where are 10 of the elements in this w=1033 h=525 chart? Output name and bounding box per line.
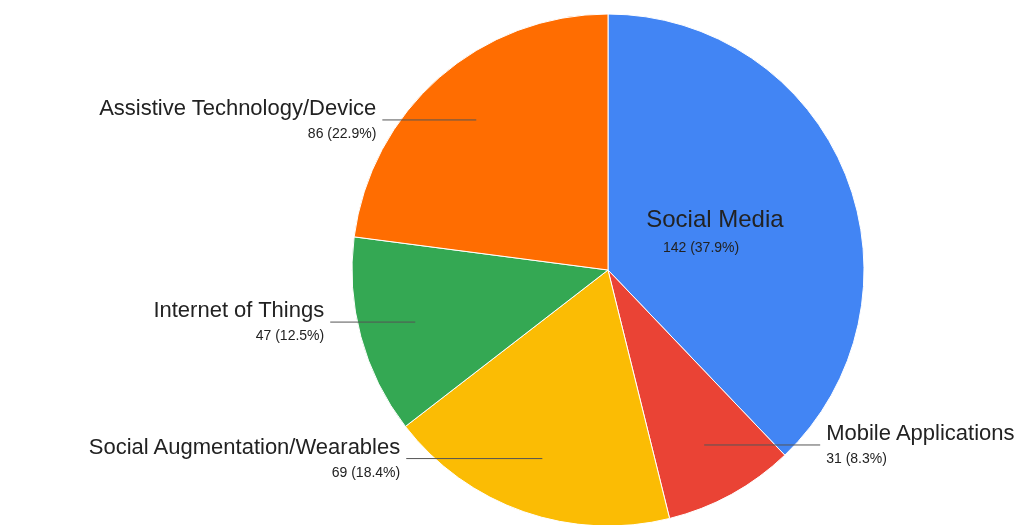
slice-label: Internet of Things xyxy=(153,297,325,323)
slice-label: Assistive Technology/Device xyxy=(99,94,377,120)
data-label: 69 (18.4%) xyxy=(331,463,401,480)
slice-label: Social Augmentation/Wearables xyxy=(88,433,401,459)
data-label: 47 (12.5%) xyxy=(255,327,325,344)
slice-label: Social Media xyxy=(646,205,785,233)
data-label: 86 (22.9%) xyxy=(307,124,377,141)
slice-label: Mobile Applications xyxy=(826,419,1015,445)
data-label: 31 (8.3%) xyxy=(826,449,887,466)
data-label: 142 (37.9%) xyxy=(662,239,740,256)
